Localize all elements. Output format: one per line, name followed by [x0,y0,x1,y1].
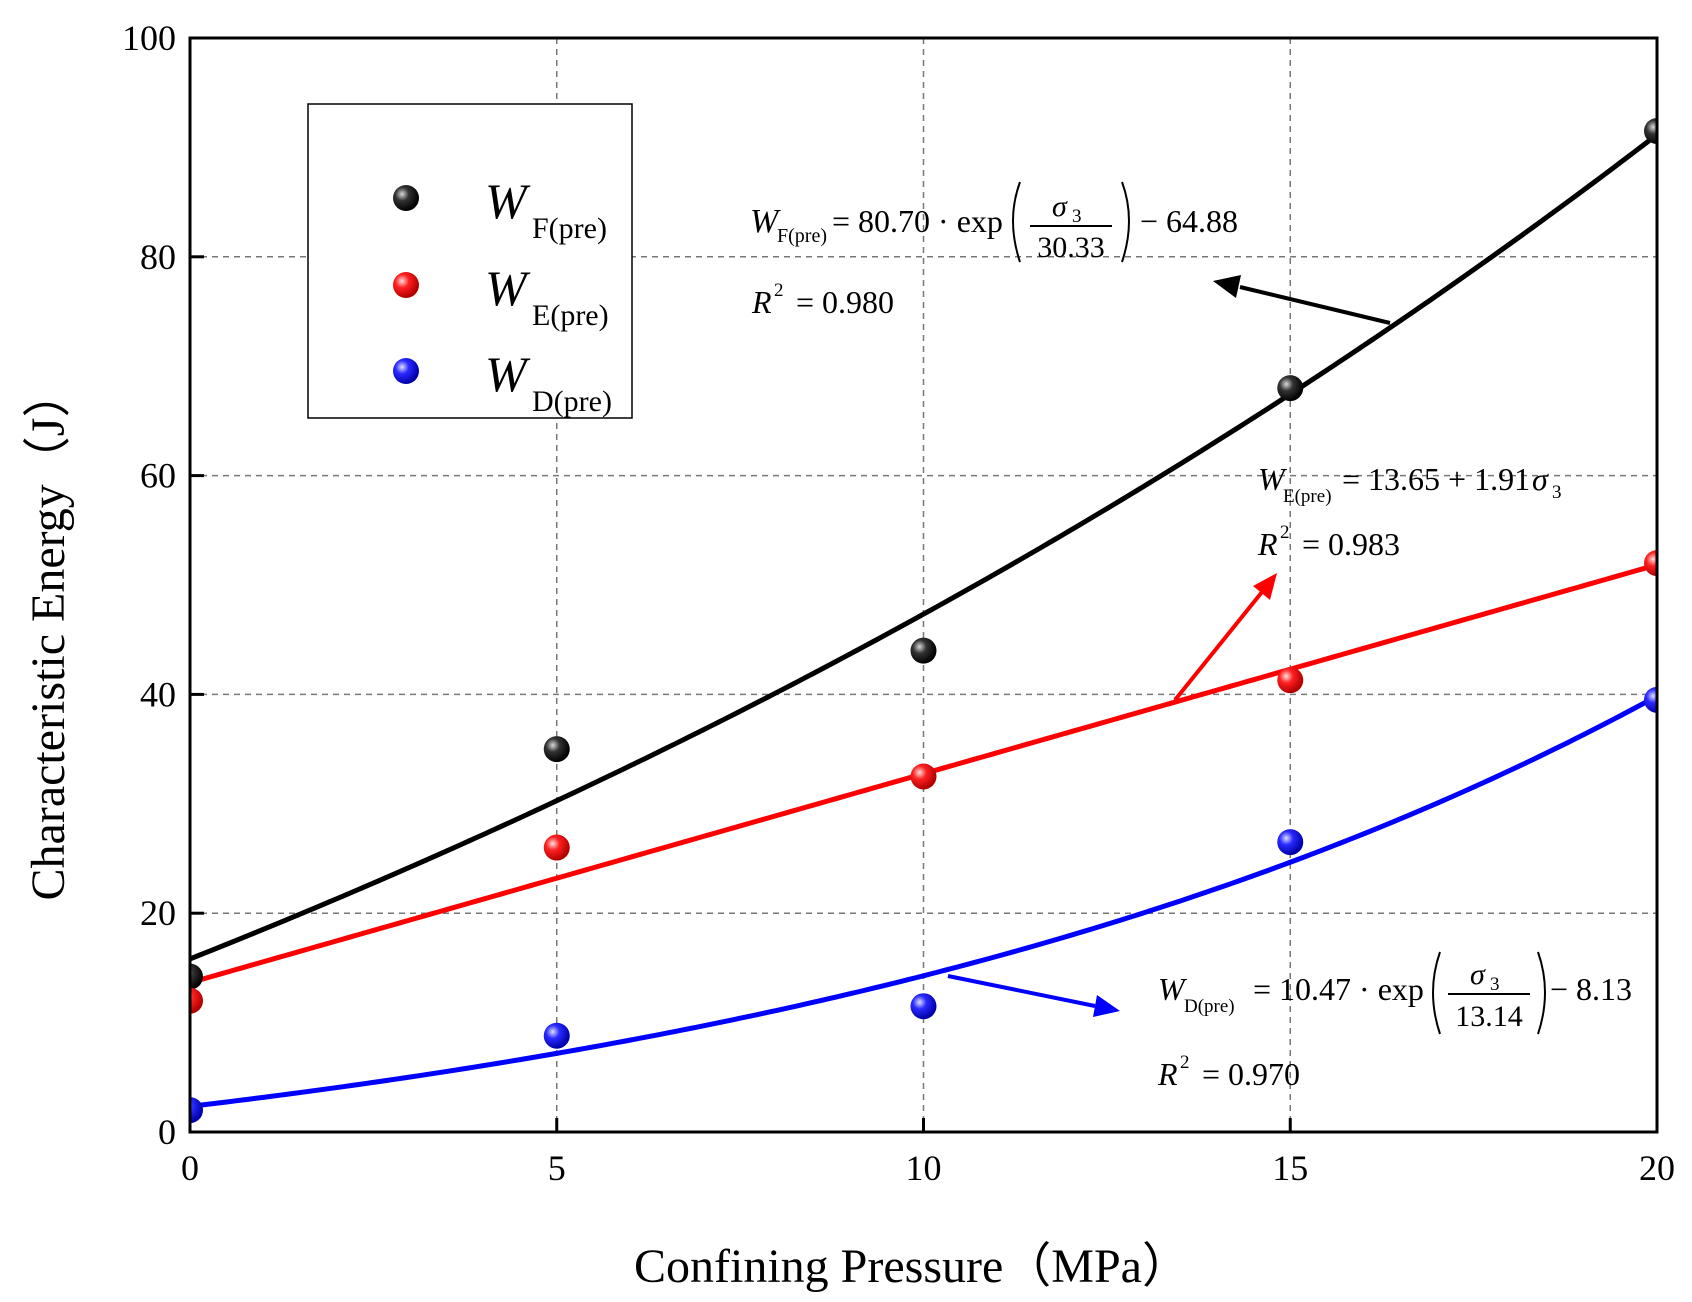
arrow-wf [1213,275,1391,325]
legend-label-wf: W [485,173,531,229]
arrow-wd [947,974,1120,1017]
r2-wf-label: R [751,284,772,320]
point-we [910,763,937,790]
point-we [1277,667,1304,694]
legend-marker-we [393,272,419,298]
equation-wf: W F(pre) = 80.70 · exp σ 3 30.33 − 64.88… [750,181,1238,320]
point-wf [543,736,570,763]
legend-item-wd: W D(pre) [393,346,612,418]
r2-we-label: R [1257,526,1278,562]
x-tick-label: 0 [181,1148,199,1188]
legend-item-we: W E(pre) [393,260,609,332]
x-axis-title: Confining Pressure（MPa） [634,1240,1190,1293]
r2-wd-sup: 2 [1180,1052,1190,1073]
annotation-arrows [947,275,1391,1017]
point-wd [910,993,937,1020]
y-tick-label: 20 [140,893,176,933]
axis-ticks [188,36,1659,1134]
r2-we-value: = 0.983 [1302,526,1400,562]
x-tick-label: 5 [548,1148,566,1188]
eq-we-main: = 13.65 + 1.91 [1342,461,1530,497]
x-tick-label: 10 [906,1148,942,1188]
legend-marker-wd [393,358,419,384]
legend-box [307,103,633,419]
eq-wf-tail: − 64.88 [1140,203,1238,239]
point-wf [190,963,203,990]
r2-wf-sup: 2 [774,280,784,301]
eq-we-sub: E(pre) [1283,486,1332,507]
fit-curve-wf [190,132,1657,962]
legend-label-we: W [485,260,531,316]
equation-we: W E(pre) = 13.65 + 1.91 σ 3 R 2 = 0.983 [1257,461,1562,562]
point-wd [543,1022,570,1049]
eq-wf-den: 30.33 [1037,231,1105,264]
x-tick-label: 20 [1639,1148,1675,1188]
r2-we-sup: 2 [1280,522,1290,543]
eq-we-lhs: W [1258,461,1288,497]
legend-sub-we: E(pre) [532,299,609,332]
eq-wf-rparen [1121,181,1130,263]
eq-wd-lparen [1432,951,1441,1035]
eq-wf-lhs: W [750,203,781,240]
y-tick-label: 100 [122,18,176,58]
legend: W F(pre) W E(pre) W D(pre) [307,103,633,419]
eq-wd-sub: D(pre) [1184,996,1235,1017]
eq-wf-sub: F(pre) [777,225,827,247]
fit-curve-wd [190,693,1657,1109]
eq-wd-main: = 10.47 · exp [1253,971,1424,1007]
eq-wf-main: = 80.70 · exp [832,203,1003,239]
eq-wf-num-sub: 3 [1072,206,1082,227]
legend-marker-wf [393,185,419,211]
y-tick-label: 0 [158,1112,176,1152]
point-wf [1644,117,1657,144]
point-wd [1277,829,1304,856]
point-we [543,834,570,861]
equation-wd: W D(pre) = 10.47 · exp σ 3 13.14 − 8.13 … [1157,951,1632,1092]
legend-sub-wd: D(pre) [532,385,612,418]
eq-wf-num: σ [1052,190,1068,223]
point-wd [1644,686,1657,713]
point-wf [910,637,937,664]
r2-wd-label: R [1157,1056,1178,1092]
y-tick-label: 40 [140,674,176,714]
legend-item-wf: W F(pre) [393,173,607,245]
eq-we-sigma-sub: 3 [1552,482,1562,503]
legend-sub-wf: F(pre) [532,212,607,245]
y-tick-label: 60 [140,456,176,496]
eq-wd-tail: − 8.13 [1550,971,1632,1007]
point-wd [190,1097,203,1124]
point-wf [1277,375,1304,402]
eq-wd-num-sub: 3 [1490,974,1500,995]
arrow-we [1173,573,1277,702]
y-tick-label: 80 [140,237,176,277]
eq-wd-rparen [1537,951,1546,1035]
r2-wd-value: = 0.970 [1202,1056,1300,1092]
y-axis-title: Characteristic Energy（J） [22,370,75,901]
r2-wf-value: = 0.980 [796,284,894,320]
legend-label-wd: W [485,346,531,402]
data-points [190,117,1657,1124]
tick-labels: 0 5 10 15 20 0 20 40 60 80 100 [122,18,1675,1188]
point-we [190,987,203,1014]
eq-wd-num: σ [1470,958,1486,991]
eq-wf-lparen [1012,181,1021,263]
eq-we-sigma: σ [1532,461,1549,497]
x-tick-label: 15 [1272,1148,1308,1188]
eq-wd-den: 13.14 [1455,1000,1523,1033]
point-we [1644,550,1657,577]
eq-wd-lhs: W [1158,971,1188,1007]
